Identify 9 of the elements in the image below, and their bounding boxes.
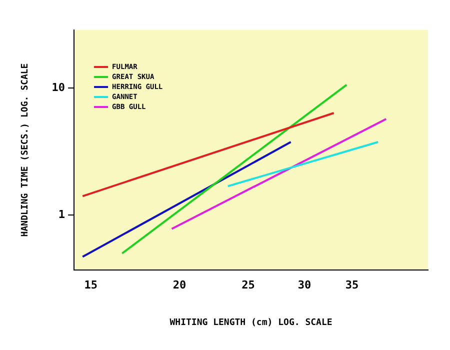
x-tick-label: 30 xyxy=(298,278,312,292)
x-tick-label: 35 xyxy=(345,278,359,292)
x-tick-label: 15 xyxy=(84,278,98,292)
x-axis-title: WHITING LENGTH (cm) LOG. SCALE xyxy=(170,318,332,328)
y-axis-title: HANDLING TIME (SECS.) LOG. SCALE xyxy=(20,63,31,237)
y-tick-label: 10 xyxy=(52,80,66,94)
x-tick-label: 25 xyxy=(242,278,255,292)
x-tick-label: 20 xyxy=(172,278,186,292)
y-tick-label: 1 xyxy=(58,208,66,221)
